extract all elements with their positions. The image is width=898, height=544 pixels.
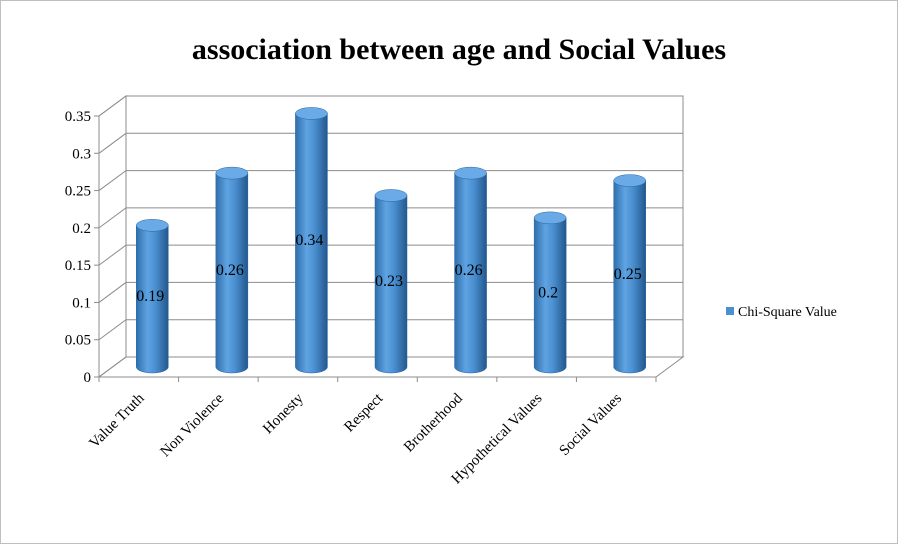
data-label: 0.19 <box>136 288 164 305</box>
bar <box>613 174 646 374</box>
data-label: 0.25 <box>614 266 642 283</box>
gridline <box>98 132 683 154</box>
y-tick-label: 0.15 <box>65 258 91 274</box>
x-tick-label: Respect <box>341 390 386 435</box>
y-axis-tick-labels: 0 0.05 0.1 0.15 0.2 0.25 0.3 0.35 <box>65 109 91 386</box>
x-tick-label: Hypothetical Values <box>449 390 546 487</box>
chart-title: association between age and Social Value… <box>192 33 726 66</box>
legend: Chi-Square Value <box>726 305 837 320</box>
bar-series <box>136 107 646 374</box>
bar <box>533 211 567 374</box>
data-label: 0.34 <box>295 232 323 249</box>
data-label: 0.26 <box>455 262 483 279</box>
data-label: 0.2 <box>538 284 558 301</box>
x-tick-label: Honesty <box>260 390 307 437</box>
legend-swatch <box>726 307 734 315</box>
gridline <box>98 356 683 378</box>
gridline <box>98 95 683 117</box>
gridline <box>98 281 683 303</box>
side-wall <box>98 95 127 378</box>
x-tick-label: Brotherhood <box>401 390 466 455</box>
y-tick-label: 0.35 <box>65 109 91 125</box>
x-tick-label: Social Values <box>556 390 625 459</box>
gridline <box>98 207 683 229</box>
bar <box>136 219 169 374</box>
bar <box>215 166 249 374</box>
bar <box>454 166 487 374</box>
y-tick-label: 0.3 <box>72 146 91 162</box>
y-tick-label: 0.1 <box>72 295 91 311</box>
x-tick-label: Non Violence <box>157 390 227 460</box>
gridlines <box>94 95 683 382</box>
data-label: 0.23 <box>375 273 403 290</box>
legend-label: Chi-Square Value <box>738 305 837 320</box>
y-tick-label: 0.2 <box>72 221 91 237</box>
y-tick-label: 0.25 <box>65 184 91 200</box>
data-label: 0.26 <box>216 262 244 279</box>
bar <box>374 189 408 374</box>
bar <box>295 107 328 374</box>
gridline <box>98 319 683 341</box>
y-tick-label: 0 <box>84 370 92 386</box>
x-axis-tick-labels: Value Truth Non Violence Honesty Respect Bro… <box>86 390 625 487</box>
x-tick-label: Value Truth <box>86 390 147 451</box>
gridline <box>98 244 683 266</box>
y-tick-label: 0.05 <box>65 333 91 349</box>
data-labels: 0.19 0.26 0.34 0.23 0.26 0.2 0.25 <box>136 232 641 305</box>
gridline <box>98 170 683 191</box>
